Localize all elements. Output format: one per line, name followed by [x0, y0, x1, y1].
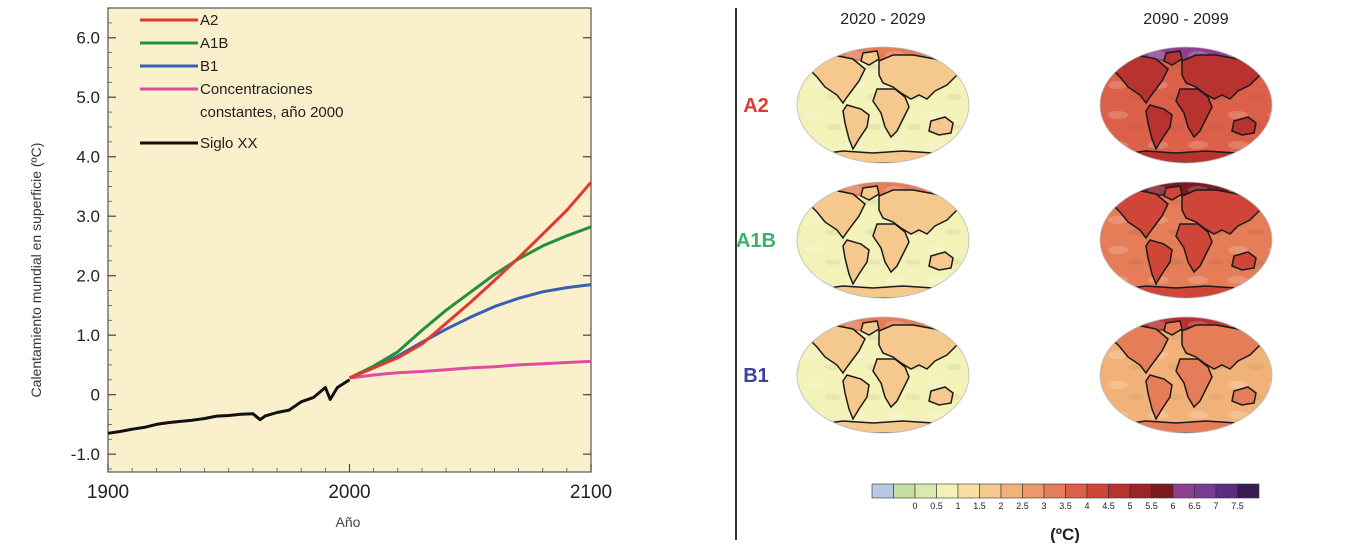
series-line [349, 359, 592, 380]
map-column-title: 2020 - 2029 [840, 11, 926, 28]
colorbar-cell [1194, 483, 1217, 499]
map-outline [1099, 46, 1273, 164]
series-line [348, 181, 593, 380]
map-outline [1099, 316, 1273, 434]
map-outline [1099, 181, 1273, 299]
map-clip [1100, 317, 1272, 433]
colorbar-tick-label: 2.5 [1016, 501, 1029, 511]
colorbar-cell [914, 483, 937, 499]
colorbar: 0 0.5 1 1.5 2 2.5 3 3.5 4 4.5 5 5.5 6 6.5 7 7.5 (ºC) [871, 483, 1260, 543]
series-lines [107, 181, 593, 435]
x-axis-ticks: 1900 2000 2100 [87, 464, 612, 503]
warming-map [1099, 181, 1273, 299]
legend-label: Concentraciones [200, 81, 313, 98]
y-tick-label: 4.0 [76, 148, 100, 167]
colorbar-cell [1129, 483, 1152, 499]
colorbar-cell [1043, 483, 1066, 499]
colorbar-cell [1237, 483, 1260, 499]
line-chart: 6.05.04.03.02.01.00-1.0 1900 2000 2100 A2A… [28, 7, 612, 530]
y-tick-label: 0 [91, 386, 100, 405]
colorbar-cell [1065, 483, 1088, 499]
map-column-title: 2090 - 2099 [1143, 11, 1229, 28]
x-axis-label: Año [336, 514, 361, 530]
colorbar-tick-label: 3 [1041, 501, 1046, 511]
colorbar-tick-label: 6.5 [1188, 501, 1201, 511]
map-grid: 2020 - 2029 2090 - 2099 A2 A1B B1 [736, 11, 1273, 434]
colorbar-tick-label: 1.5 [973, 501, 986, 511]
map-clip [1100, 182, 1272, 298]
colorbar-tick-label: 0.5 [930, 501, 943, 511]
warming-map [796, 316, 970, 434]
warming-map [1099, 46, 1273, 164]
colorbar-tick-label: 5 [1127, 501, 1132, 511]
colorbar-cell [1151, 483, 1174, 499]
colorbar-tick-label: 6 [1170, 501, 1175, 511]
warming-map [796, 46, 970, 164]
x-tick-label: 1900 [87, 482, 129, 503]
x-tick-label: 2000 [328, 482, 370, 503]
y-axis-ticks: 6.0 5.0 4.0 3.0 2.0 1.0 0 -1.0 [71, 22, 591, 470]
warming-map [796, 181, 970, 299]
y-tick-label: 5.0 [76, 88, 100, 107]
colorbar-unit: (ºC) [1050, 525, 1080, 543]
map-outline [796, 181, 970, 299]
colorbar-cell [1215, 483, 1238, 499]
colorbar-tick-label: 4.5 [1102, 501, 1115, 511]
plot-area [107, 7, 592, 473]
scenario-row-label: B1 [743, 365, 769, 387]
colorbar-tick-label: 2 [998, 501, 1003, 511]
series-line [348, 225, 592, 380]
legend-label: A2 [200, 12, 218, 29]
map-clip [797, 47, 969, 163]
colorbar-tick-label: 1 [955, 501, 960, 511]
y-tick-label: 3.0 [76, 207, 100, 226]
colorbar-tick-label: 0 [912, 501, 917, 511]
colorbar-tick-label: 4 [1084, 501, 1089, 511]
legend: A2 A1B B1 Concentraciones constantes, año 20… [140, 12, 343, 152]
legend-label: B1 [200, 58, 218, 75]
colorbar-cell [893, 483, 916, 499]
colorbar-tick-label: 7.5 [1231, 501, 1244, 511]
colorbar-cell [979, 483, 1002, 499]
map-outline [796, 46, 970, 164]
colorbar-cell [1086, 483, 1109, 499]
colorbar-cell [871, 483, 894, 499]
y-axis-label: Calentamiento mundial en superficie (ºC) [28, 143, 44, 398]
y-tick-label: 2.0 [76, 267, 100, 286]
colorbar-tick-label: 3.5 [1059, 501, 1072, 511]
colorbar-cell [1108, 483, 1131, 499]
colorbar-tick-label: 5.5 [1145, 501, 1158, 511]
colorbar-cell [1000, 483, 1023, 499]
y-tick-label: 1.0 [76, 326, 100, 345]
colorbar-cell [1022, 483, 1045, 499]
map-clip [797, 182, 969, 298]
scenario-row-label: A2 [743, 95, 769, 117]
map-clip [797, 317, 969, 433]
legend-label: Siglo XX [200, 135, 258, 152]
colorbar-cell [1172, 483, 1195, 499]
colorbar-cell [957, 483, 980, 499]
x-tick-label: 2100 [570, 482, 612, 503]
y-tick-label: 6.0 [76, 29, 100, 48]
map-outline [796, 316, 970, 434]
scenario-row-label: A1B [736, 230, 776, 252]
legend-label: A1B [200, 35, 228, 52]
y-tick-label: -1.0 [71, 445, 100, 464]
map-clip [1100, 47, 1272, 163]
colorbar-cell [936, 483, 959, 499]
legend-label-line2: constantes, año 2000 [200, 104, 343, 121]
warming-map [1099, 316, 1273, 434]
colorbar-tick-label: 7 [1213, 501, 1218, 511]
series-line [107, 378, 351, 435]
